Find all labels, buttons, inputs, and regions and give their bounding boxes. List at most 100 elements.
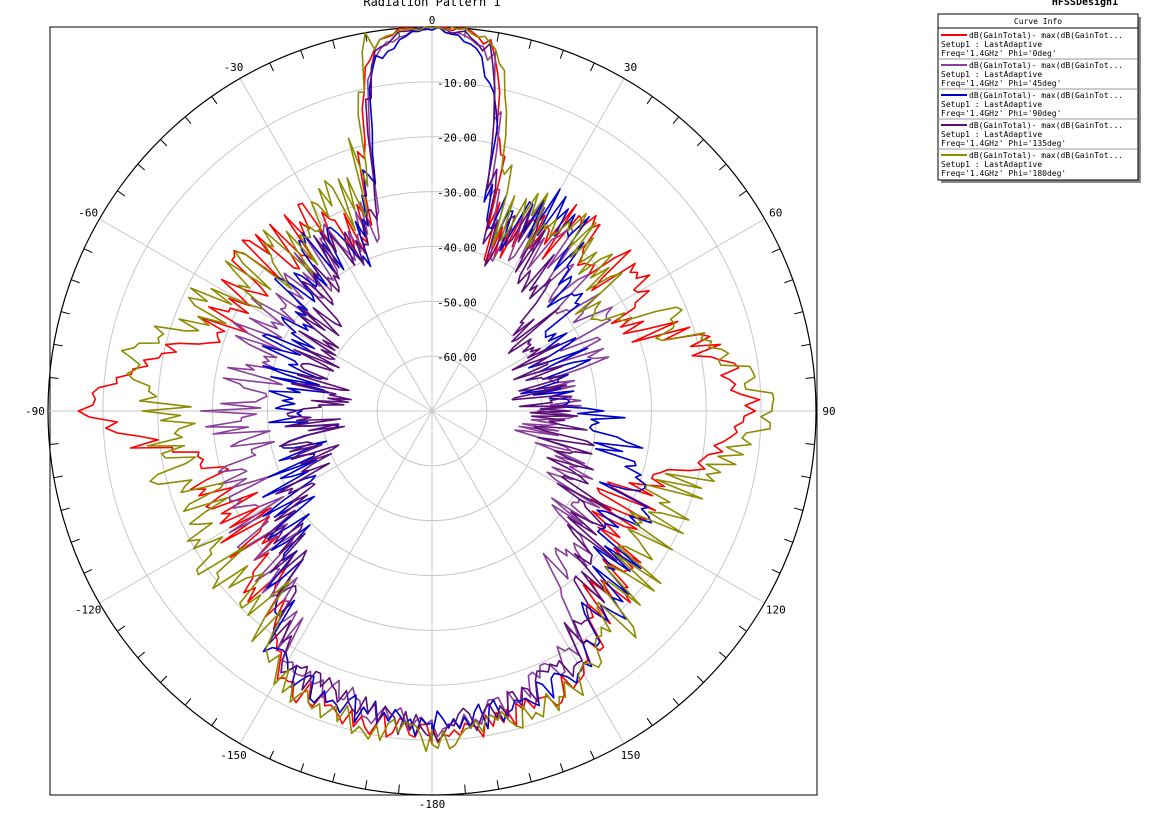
angle-tick [60,311,70,315]
angle-tick [83,248,93,253]
angle-label: 60 [769,207,782,220]
legend-line1: dB(GainTotal)- max(dB(GainTot... [969,31,1123,40]
angle-tick [696,675,704,683]
angle-tick [49,443,59,445]
angle-tick [184,116,192,125]
angle-tick [794,507,804,511]
angle-tick [160,139,168,147]
radial-tick-label: -10.00 [437,77,477,90]
legend-line3: Freq='1.4GHz' Phi='180deg' [941,169,1066,178]
radial-tick-label: -40.00 [437,241,477,254]
angle-tick [805,377,815,379]
angle-tick [646,96,653,105]
legend-line3: Freq='1.4GHz' Phi='0deg' [941,49,1057,58]
angle-tick [672,697,680,706]
angle-tick [398,784,400,794]
angle-tick [211,717,218,726]
angle-label: 120 [766,604,786,617]
angle-tick [590,62,595,72]
grid-spoke [99,410,433,604]
grid-spoke [431,218,765,412]
legend-line2: Setup1 : LastAdaptive [941,100,1042,109]
legend-line1: dB(GainTotal)- max(dB(GainTot... [969,151,1123,160]
angle-tick [83,569,93,574]
angle-tick [794,311,804,315]
pattern-curve [261,26,653,738]
angle-tick [117,190,126,197]
angle-tick [53,343,63,347]
legend-entries: dB(GainTotal)- max(dB(GainTot...Setup1 :… [938,31,1138,178]
angle-tick [70,279,80,284]
angle-tick [137,651,146,659]
angle-tick [117,625,126,632]
angle-tick [496,780,500,790]
legend-line3: Freq='1.4GHz' Phi='45deg' [941,79,1061,88]
angle-labels: 0 30 60 90 120 150 -180 -150 -120 -90 -60 -30 [25,14,836,811]
grid-spoke [431,410,625,744]
angle-label: 0 [429,14,436,27]
angle-tick [528,773,532,783]
radial-tick-labels: -10.00 -20.00 -30.00 -40.00 -50.00 -60.00 [437,77,477,364]
angle-tick [784,279,794,284]
legend-line1: dB(GainTotal)- max(dB(GainTot... [969,91,1123,100]
angle-tick [464,784,466,794]
legend-line3: Freq='1.4GHz' Phi='135deg' [941,139,1066,148]
angle-tick [646,717,653,726]
legend-line2: Setup1 : LastAdaptive [941,160,1042,169]
angle-label: -90 [25,405,45,418]
radial-tick-label: -20.00 [437,132,477,145]
pattern-curve [120,26,775,753]
angle-tick [137,163,146,171]
angle-label: 90 [822,405,835,418]
legend-line1: dB(GainTotal)- max(dB(GainTot... [969,61,1123,70]
angle-tick [332,39,336,49]
angle-label: -120 [75,604,102,617]
angle-tick [269,62,274,72]
grid-spoke [99,218,433,412]
angle-tick [771,248,781,253]
angle-tick [718,163,727,171]
angle-tick [784,538,794,543]
angle-tick [184,697,192,706]
angle-label: -150 [220,749,247,762]
angle-tick [559,49,564,59]
angle-tick [269,750,274,760]
legend-title: Curve Info [1014,17,1062,26]
angle-tick [300,763,305,773]
legend-line2: Setup1 : LastAdaptive [941,130,1042,139]
legend-box [937,13,1139,181]
angle-label: 30 [624,61,637,74]
angle-tick [60,507,70,511]
grid-spoke [239,78,433,412]
angle-tick [70,538,80,543]
angle-tick [364,780,368,790]
angle-tick [672,116,680,125]
angle-tick [496,32,500,42]
angle-tick [211,96,218,105]
legend-line1: dB(GainTotal)- max(dB(GainTot... [969,121,1123,130]
angle-tick [801,343,811,347]
angle-tick [528,39,532,49]
angle-label: -30 [224,61,244,74]
angle-label: -180 [419,798,446,811]
legend-line2: Setup1 : LastAdaptive [941,40,1042,49]
angle-tick [559,763,564,773]
curve-info-legend[interactable]: Curve Info dB(GainTotal)- max(dB(GainTot… [937,13,1141,183]
angle-tick [53,475,63,479]
angle-tick [771,569,781,574]
angle-tick [300,49,305,59]
angle-label: -60 [78,207,98,220]
radial-tick-label: -30.00 [437,187,477,200]
angle-tick [805,443,815,445]
grid-spoke [239,410,433,744]
angle-tick [590,750,595,760]
angle-tick [718,651,727,659]
radial-tick-label: -60.00 [437,351,477,364]
chart-title: Radiation Pattern 1 [363,0,500,9]
angle-tick [332,773,336,783]
legend-line3: Freq='1.4GHz' Phi='90deg' [941,109,1061,118]
angle-label: 150 [621,749,641,762]
app-brand: HFSSDesign1 [1052,0,1118,8]
angle-tick [738,190,747,197]
